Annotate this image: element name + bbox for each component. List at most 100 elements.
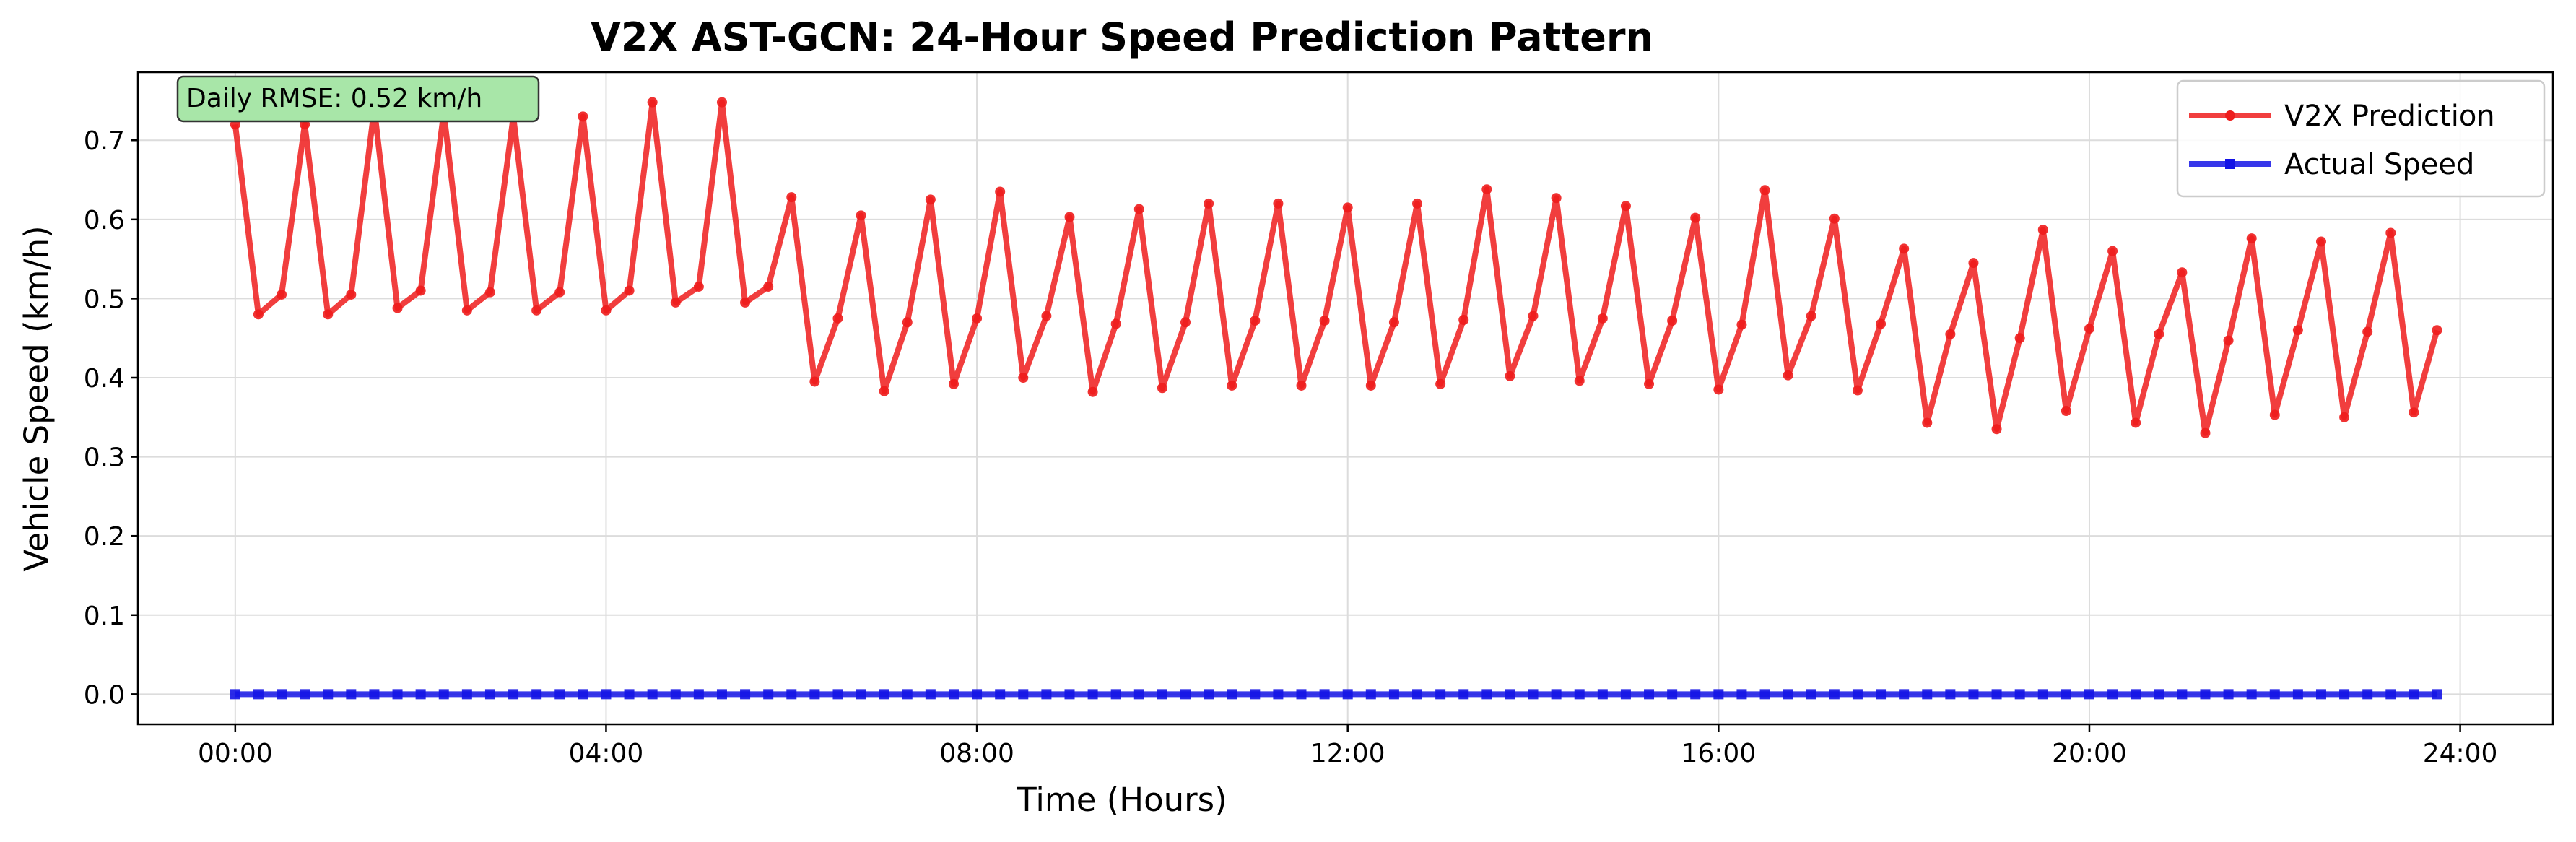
data-point-actual-speed (1204, 689, 1214, 700)
data-point-v2x-prediction (902, 317, 913, 328)
data-point-v2x-prediction (1296, 380, 1307, 391)
data-point-actual-speed (2362, 689, 2373, 700)
data-point-actual-speed (2154, 689, 2164, 700)
data-point-v2x-prediction (2339, 412, 2350, 422)
data-point-v2x-prediction (2177, 267, 2188, 278)
data-point-actual-speed (415, 689, 426, 700)
data-point-v2x-prediction (2014, 333, 2025, 344)
data-point-actual-speed (601, 689, 612, 700)
data-point-actual-speed (2315, 689, 2326, 700)
data-point-v2x-prediction (1783, 370, 1793, 381)
chart-title: V2X AST-GCN: 24-Hour Speed Prediction Pa… (591, 14, 1653, 60)
data-point-v2x-prediction (1435, 378, 1446, 389)
data-point-actual-speed (1110, 689, 1121, 700)
data-point-actual-speed (1064, 689, 1075, 700)
data-point-v2x-prediction (1388, 317, 1399, 328)
data-point-actual-speed (277, 689, 287, 700)
data-point-v2x-prediction (1412, 198, 1423, 209)
y-axis-ticks: 0.0 0.1 0.2 0.3 0.4 0.5 0.6 0.7 (84, 126, 138, 710)
data-point-actual-speed (2084, 689, 2094, 700)
data-point-actual-speed (647, 689, 658, 700)
data-point-actual-speed (1644, 689, 1655, 700)
y-tick-label: 0.2 (84, 522, 125, 552)
data-point-v2x-prediction (1528, 311, 1539, 321)
data-point-v2x-prediction (277, 289, 287, 300)
data-point-actual-speed (1574, 689, 1585, 700)
data-point-v2x-prediction (1180, 317, 1191, 328)
data-point-actual-speed (2107, 689, 2118, 700)
x-tick-label: 08:00 (939, 739, 1014, 768)
data-point-actual-speed (1342, 689, 1353, 700)
data-point-v2x-prediction (925, 194, 936, 205)
x-axis-label: Time (Hours) (1016, 781, 1227, 819)
data-point-v2x-prediction (1133, 204, 1144, 214)
data-point-v2x-prediction (2246, 233, 2257, 244)
data-point-actual-speed (1435, 689, 1446, 700)
data-point-v2x-prediction (2385, 227, 2396, 238)
data-point-v2x-prediction (693, 281, 704, 292)
data-point-v2x-prediction (2269, 409, 2280, 420)
data-point-v2x-prediction (1505, 370, 1515, 381)
data-point-v2x-prediction (2061, 406, 2071, 417)
data-point-actual-speed (1133, 689, 1144, 700)
data-point-actual-speed (2432, 689, 2442, 700)
data-point-actual-speed (1273, 689, 1284, 700)
x-tick-label: 04:00 (569, 739, 644, 768)
data-point-v2x-prediction (2131, 417, 2141, 428)
series-actual-speed (230, 689, 2442, 700)
x-tick-label: 24:00 (2423, 739, 2498, 768)
legend-marker-actual-speed (2225, 159, 2235, 169)
data-point-actual-speed (1597, 689, 1608, 700)
legend-marker-v2x-prediction (2225, 110, 2235, 121)
data-point-v2x-prediction (1204, 198, 1214, 209)
data-point-actual-speed (508, 689, 519, 700)
data-point-v2x-prediction (879, 386, 889, 396)
data-point-v2x-prediction (972, 313, 983, 324)
data-point-actual-speed (1157, 689, 1167, 700)
data-point-v2x-prediction (995, 186, 1006, 197)
data-point-v2x-prediction (1968, 258, 1979, 269)
rmse-annotation-text: Daily RMSE: 0.52 km/h (186, 84, 482, 113)
data-point-actual-speed (670, 689, 681, 700)
data-point-actual-speed (2246, 689, 2257, 700)
data-point-actual-speed (1412, 689, 1423, 700)
rmse-annotation-box (176, 75, 540, 123)
data-point-v2x-prediction (601, 305, 612, 316)
data-point-v2x-prediction (2432, 325, 2442, 336)
data-point-actual-speed (531, 689, 542, 700)
data-point-v2x-prediction (1250, 316, 1261, 326)
legend-box (2176, 79, 2546, 198)
data-point-actual-speed (624, 689, 635, 700)
data-point-v2x-prediction (1157, 383, 1167, 394)
y-tick-label: 0.1 (84, 602, 125, 631)
y-tick-label: 0.3 (84, 443, 125, 473)
data-point-v2x-prediction (323, 309, 334, 320)
y-axis-label: Vehicle Speed (km/h) (17, 225, 56, 571)
data-point-actual-speed (1829, 689, 1840, 700)
x-tick-label: 16:00 (1681, 739, 1756, 768)
data-point-v2x-prediction (578, 111, 588, 122)
data-point-actual-speed (740, 689, 751, 700)
data-point-actual-speed (1296, 689, 1307, 700)
data-point-v2x-prediction (531, 305, 542, 316)
data-point-actual-speed (1922, 689, 1933, 700)
data-point-v2x-prediction (786, 192, 797, 203)
data-point-v2x-prediction (392, 303, 403, 313)
data-point-actual-speed (2269, 689, 2280, 700)
rmse-annotation: Daily RMSE: 0.52 km/h (176, 75, 540, 123)
data-point-actual-speed (1018, 689, 1029, 700)
data-point-v2x-prediction (740, 297, 751, 308)
data-point-actual-speed (230, 689, 240, 700)
data-point-actual-speed (1852, 689, 1863, 700)
data-point-v2x-prediction (2223, 335, 2234, 346)
data-point-actual-speed (2061, 689, 2071, 700)
data-point-actual-speed (1783, 689, 1793, 700)
data-point-v2x-prediction (484, 287, 495, 298)
data-point-actual-speed (1227, 689, 1237, 700)
data-point-v2x-prediction (2154, 329, 2164, 339)
data-point-v2x-prediction (763, 281, 774, 292)
data-point-actual-speed (1713, 689, 1724, 700)
plot-frame (136, 71, 2554, 726)
data-point-v2x-prediction (1899, 243, 1910, 254)
